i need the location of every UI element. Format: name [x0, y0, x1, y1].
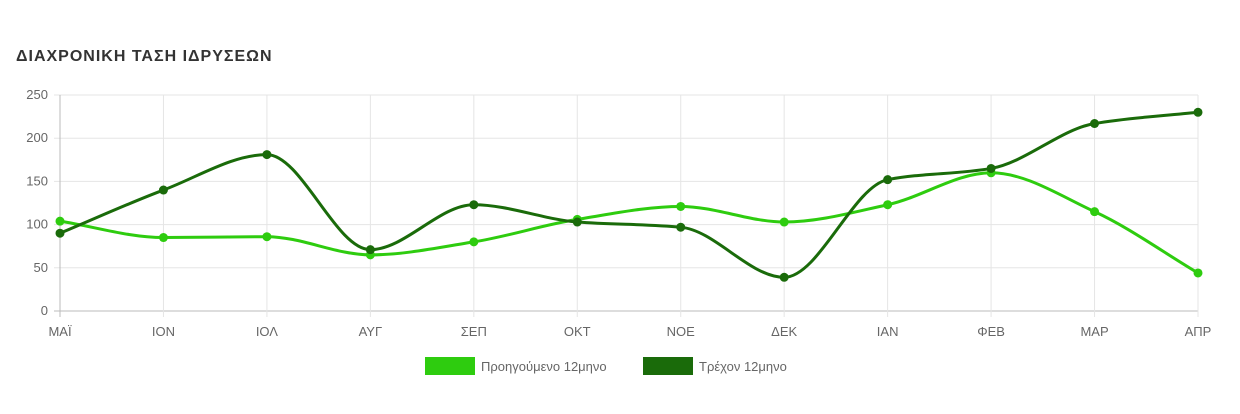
y-tick-label: 50	[34, 260, 48, 275]
x-tick-label: ΦΕΒ	[977, 324, 1005, 339]
data-point[interactable]	[883, 200, 893, 210]
y-tick-label: 0	[41, 303, 48, 318]
legend[interactable]: Προηγούμενο 12μηνο Τρέχον 12μηνο	[425, 357, 787, 375]
x-tick-label: ΟΚΤ	[564, 324, 591, 339]
x-tick-label: ΙΟΛ	[256, 324, 278, 339]
data-point[interactable]	[883, 175, 893, 185]
x-tick-label: ΔΕΚ	[771, 324, 797, 339]
legend-swatch	[425, 357, 475, 375]
y-tick-label: 200	[26, 130, 48, 145]
data-point[interactable]	[469, 237, 479, 247]
x-tick-label: ΣΕΠ	[461, 324, 487, 339]
legend-item-current[interactable]: Τρέχον 12μηνο	[643, 357, 787, 375]
data-point[interactable]	[55, 228, 65, 238]
y-tick-label: 100	[26, 217, 48, 232]
grid-lines	[54, 94, 1199, 317]
data-point[interactable]	[676, 201, 686, 211]
x-tick-label: ΙΟΝ	[152, 324, 175, 339]
series-line-1	[58, 171, 1200, 275]
legend-label: Τρέχον 12μηνο	[699, 359, 787, 374]
y-tick-label: 250	[26, 87, 48, 102]
data-point[interactable]	[365, 245, 375, 255]
data-point[interactable]	[1193, 268, 1203, 278]
x-tick-label: ΙΑΝ	[877, 324, 899, 339]
data-point[interactable]	[262, 150, 272, 160]
data-point[interactable]	[1090, 119, 1100, 129]
data-point[interactable]	[779, 272, 789, 282]
chart-title: ΔΙΑΧΡΟΝΙΚΗ ΤΑΣΗ ΙΔΡΥΣΕΩΝ	[16, 48, 273, 65]
data-point[interactable]	[676, 222, 686, 232]
x-axis-ticks: ΜΑΪ ΙΟΝ ΙΟΛ ΑΥΓ ΣΕΠ ΟΚΤ ΝΟΕ ΔΕΚ ΙΑΝ ΦΕΒ ΜΑΡ ΑΠΡ	[48, 324, 1211, 339]
data-point[interactable]	[1193, 107, 1203, 117]
data-point[interactable]	[55, 216, 65, 226]
x-tick-label: ΜΑΡ	[1080, 324, 1108, 339]
x-tick-label: ΑΥΓ	[359, 324, 383, 339]
x-tick-label: ΜΑΪ	[48, 324, 72, 339]
series-group	[55, 107, 1203, 282]
legend-item-previous[interactable]: Προηγούμενο 12μηνο	[425, 357, 607, 375]
data-point[interactable]	[469, 200, 479, 210]
x-tick-label: ΝΟΕ	[667, 324, 696, 339]
data-point[interactable]	[158, 233, 168, 243]
legend-swatch	[643, 357, 693, 375]
data-point[interactable]	[1090, 207, 1100, 217]
x-tick-label: ΑΠΡ	[1185, 324, 1212, 339]
data-point[interactable]	[986, 163, 996, 173]
legend-label: Προηγούμενο 12μηνο	[481, 359, 607, 374]
series-line-2	[58, 110, 1200, 279]
y-axis-ticks: 0 50 100 150 200 250	[26, 87, 48, 318]
data-point[interactable]	[262, 232, 272, 242]
data-point[interactable]	[158, 185, 168, 195]
data-point[interactable]	[779, 217, 789, 227]
data-point[interactable]	[572, 217, 582, 227]
y-tick-label: 150	[26, 173, 48, 188]
